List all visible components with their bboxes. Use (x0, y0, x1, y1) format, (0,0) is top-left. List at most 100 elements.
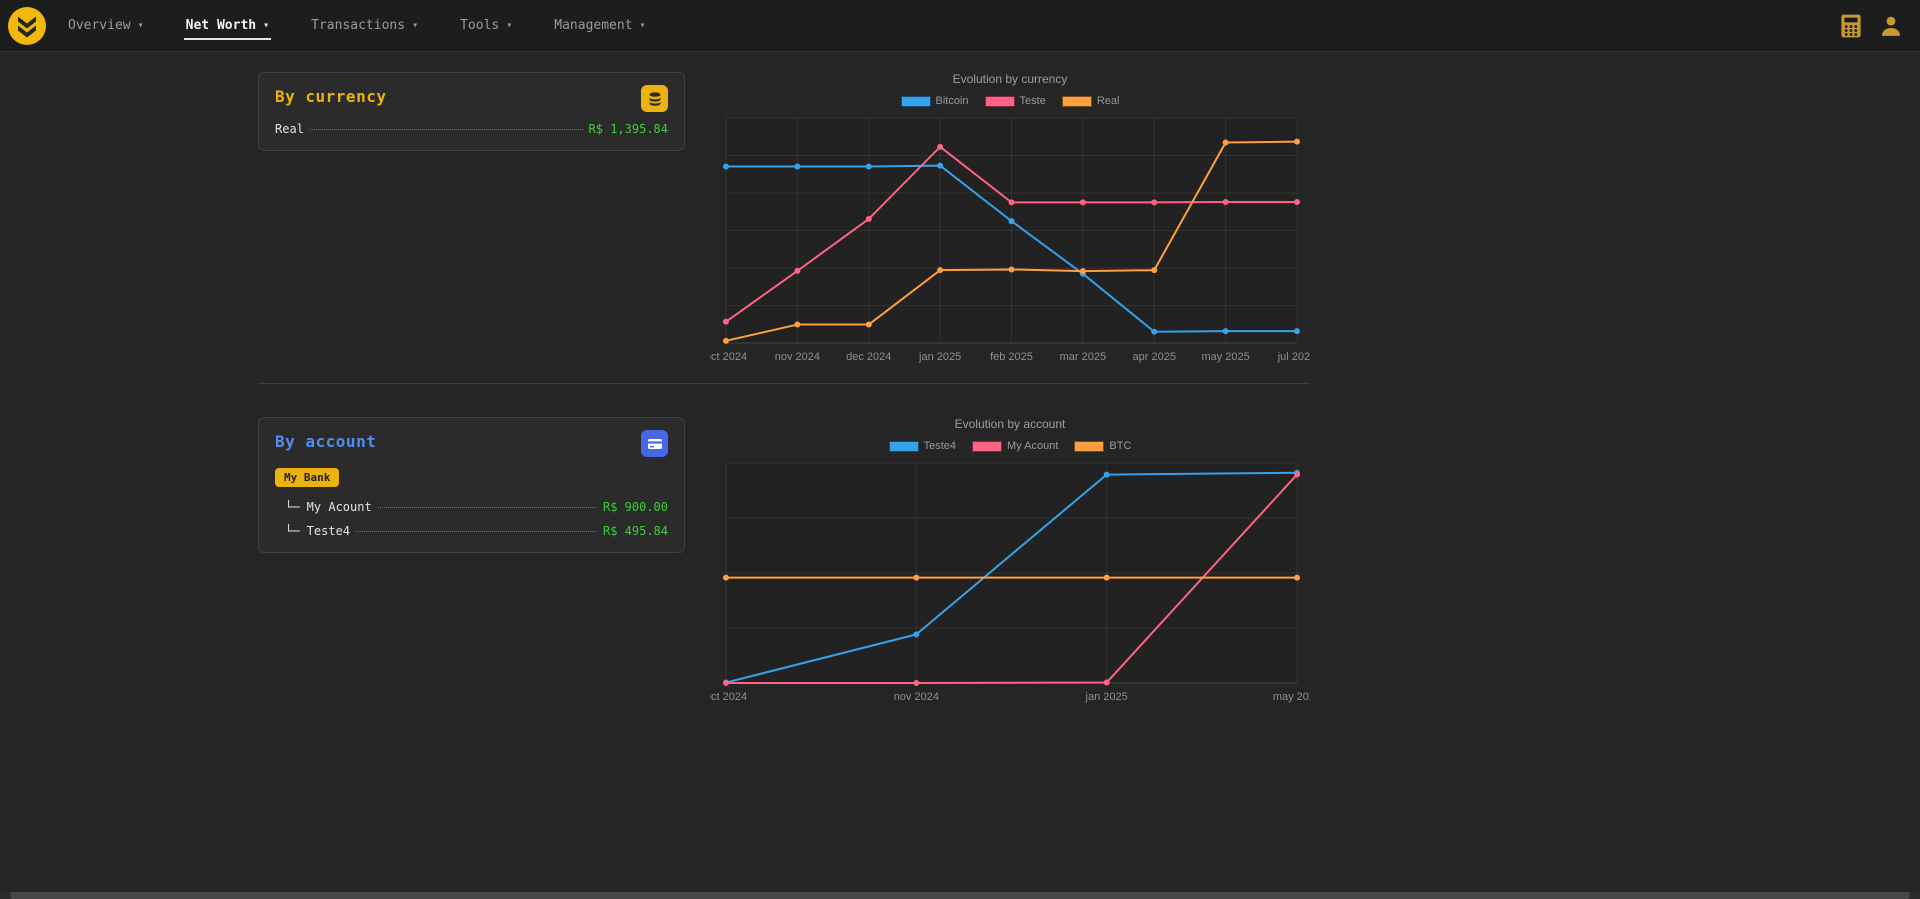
dotted-leader (377, 507, 597, 508)
coins-icon-button[interactable] (641, 85, 668, 112)
currency-row-real: Real R$ 1,395.84 (275, 122, 668, 136)
chart-title: Evolution by account (954, 417, 1066, 431)
chart-legend: Teste4 My Acount BTC (710, 440, 1310, 452)
legend-label: BTC (1109, 440, 1132, 452)
nav-item-net-worth[interactable]: Net Worth ▾ (183, 11, 272, 40)
evolution-by-currency-chart: Evolution by currency Bitcoin Teste Real o… (710, 72, 1310, 367)
nav-item-label: Net Worth (185, 18, 257, 33)
currency-section: By currency Real R$ 1,395.84 (258, 72, 1310, 367)
legend-label: My Acount (1007, 440, 1059, 452)
legend-item-teste[interactable]: Teste (984, 95, 1046, 107)
nav-item-label: Tools (460, 18, 500, 33)
data-point (723, 318, 729, 325)
bank-badge: My Bank (275, 468, 340, 487)
by-account-card: By account My Bank └─ My Acount (258, 417, 685, 553)
chevron-down-icon: ▾ (263, 19, 270, 31)
account-value: R$ 900.00 (602, 500, 668, 514)
dotted-leader (356, 531, 597, 532)
nav-item-label: Management (554, 18, 633, 33)
data-point (723, 163, 729, 170)
bank-card-icon-button[interactable] (641, 430, 668, 457)
data-point (723, 680, 729, 686)
top-navbar: Overview ▾ Net Worth ▾ Transactions ▾ To… (0, 0, 1920, 52)
bank-card-icon (647, 438, 662, 449)
data-point (913, 680, 920, 686)
account-row-my-acount: └─ My Acount R$ 900.00 (275, 500, 668, 514)
app-logo[interactable] (8, 6, 46, 45)
x-axis-label: apr 2025 (1133, 351, 1176, 363)
nav-item-label: Transactions (311, 18, 406, 33)
scrollbar-thumb[interactable] (9, 892, 1911, 899)
legend-label: Teste (1019, 95, 1046, 107)
legend-swatch (900, 95, 931, 107)
legend-item-btc[interactable]: BTC (1074, 440, 1131, 452)
chart-title: Evolution by currency (952, 72, 1068, 86)
nav-item-management[interactable]: Management ▾ (552, 11, 647, 40)
dotted-leader (309, 129, 583, 130)
data-point (865, 163, 872, 170)
legend-item-my-acount[interactable]: My Acount (972, 440, 1058, 452)
x-axis-label: may 2025 (1201, 351, 1249, 363)
by-currency-title: By currency (275, 87, 387, 106)
nav-item-overview[interactable]: Overview ▾ (66, 11, 146, 40)
x-axis-label: jul 2025 (1277, 351, 1310, 363)
account-row-teste4: └─ Teste4 R$ 495.84 (275, 524, 668, 538)
chevron-down-icon: ▾ (506, 19, 513, 31)
data-point (1103, 574, 1110, 581)
data-point (1079, 199, 1086, 206)
x-axis-label: feb 2025 (990, 351, 1033, 363)
legend-label: Teste4 (923, 440, 957, 452)
data-point (1294, 328, 1300, 335)
chart-legend: Bitcoin Teste Real (710, 95, 1310, 107)
data-point (1008, 199, 1015, 206)
x-axis-label: oct 2024 (710, 691, 747, 703)
nav-item-label: Overview (68, 18, 131, 33)
data-point (794, 321, 801, 328)
data-point (1222, 198, 1229, 205)
legend-item-teste4[interactable]: Teste4 (888, 440, 957, 452)
account-value: R$ 495.84 (602, 524, 668, 538)
horizontal-scrollbar[interactable] (0, 892, 1920, 899)
net-worth-page: By currency Real R$ 1,395.84 (0, 52, 1310, 707)
x-axis-label: nov 2024 (894, 691, 939, 703)
x-axis-label: may 2025 (1273, 691, 1310, 703)
legend-item-real[interactable]: Real (1061, 95, 1119, 107)
data-point (913, 574, 920, 581)
data-point (1103, 679, 1110, 686)
data-point (1103, 471, 1110, 478)
nav-item-tools[interactable]: Tools ▾ (458, 11, 514, 40)
data-point (1294, 574, 1300, 581)
calculator-icon[interactable] (1840, 14, 1862, 38)
by-currency-card: By currency Real R$ 1,395.84 (258, 72, 685, 151)
account-label: └─ Teste4 (285, 524, 351, 538)
data-point (865, 321, 872, 328)
account-section: By account My Bank └─ My Acount (258, 417, 1310, 707)
line-chart-svg: oct 2024 nov 2024 dec 2024 jan 2025 feb 2025… (710, 117, 1310, 363)
legend-item-bitcoin[interactable]: Bitcoin (900, 95, 969, 107)
account-label: └─ My Acount (285, 500, 372, 514)
legend-label: Bitcoin (935, 95, 969, 107)
currency-label: Real (275, 122, 304, 136)
user-profile-icon[interactable] (1880, 15, 1902, 37)
nav-item-transactions[interactable]: Transactions ▾ (309, 11, 420, 40)
chevron-down-icon: ▾ (137, 19, 144, 31)
data-point (865, 215, 872, 222)
data-point (794, 163, 801, 170)
data-point (723, 574, 729, 581)
legend-swatch (888, 440, 919, 452)
data-point (1079, 268, 1086, 275)
x-axis-label: mar 2025 (1060, 351, 1106, 363)
data-point (1222, 139, 1229, 146)
legend-swatch (972, 440, 1003, 452)
data-point (937, 143, 944, 150)
chevron-down-icon: ▾ (639, 19, 646, 31)
section-divider (258, 383, 1310, 384)
legend-swatch (984, 95, 1015, 107)
data-point (913, 631, 920, 638)
chevron-down-icon: ▾ (412, 19, 419, 31)
evolution-by-account-chart: Evolution by account Teste4 My Acount BTC … (710, 417, 1310, 707)
data-point (1294, 471, 1300, 478)
data-point (723, 337, 729, 344)
legend-swatch (1074, 440, 1105, 452)
data-point (1151, 328, 1158, 335)
